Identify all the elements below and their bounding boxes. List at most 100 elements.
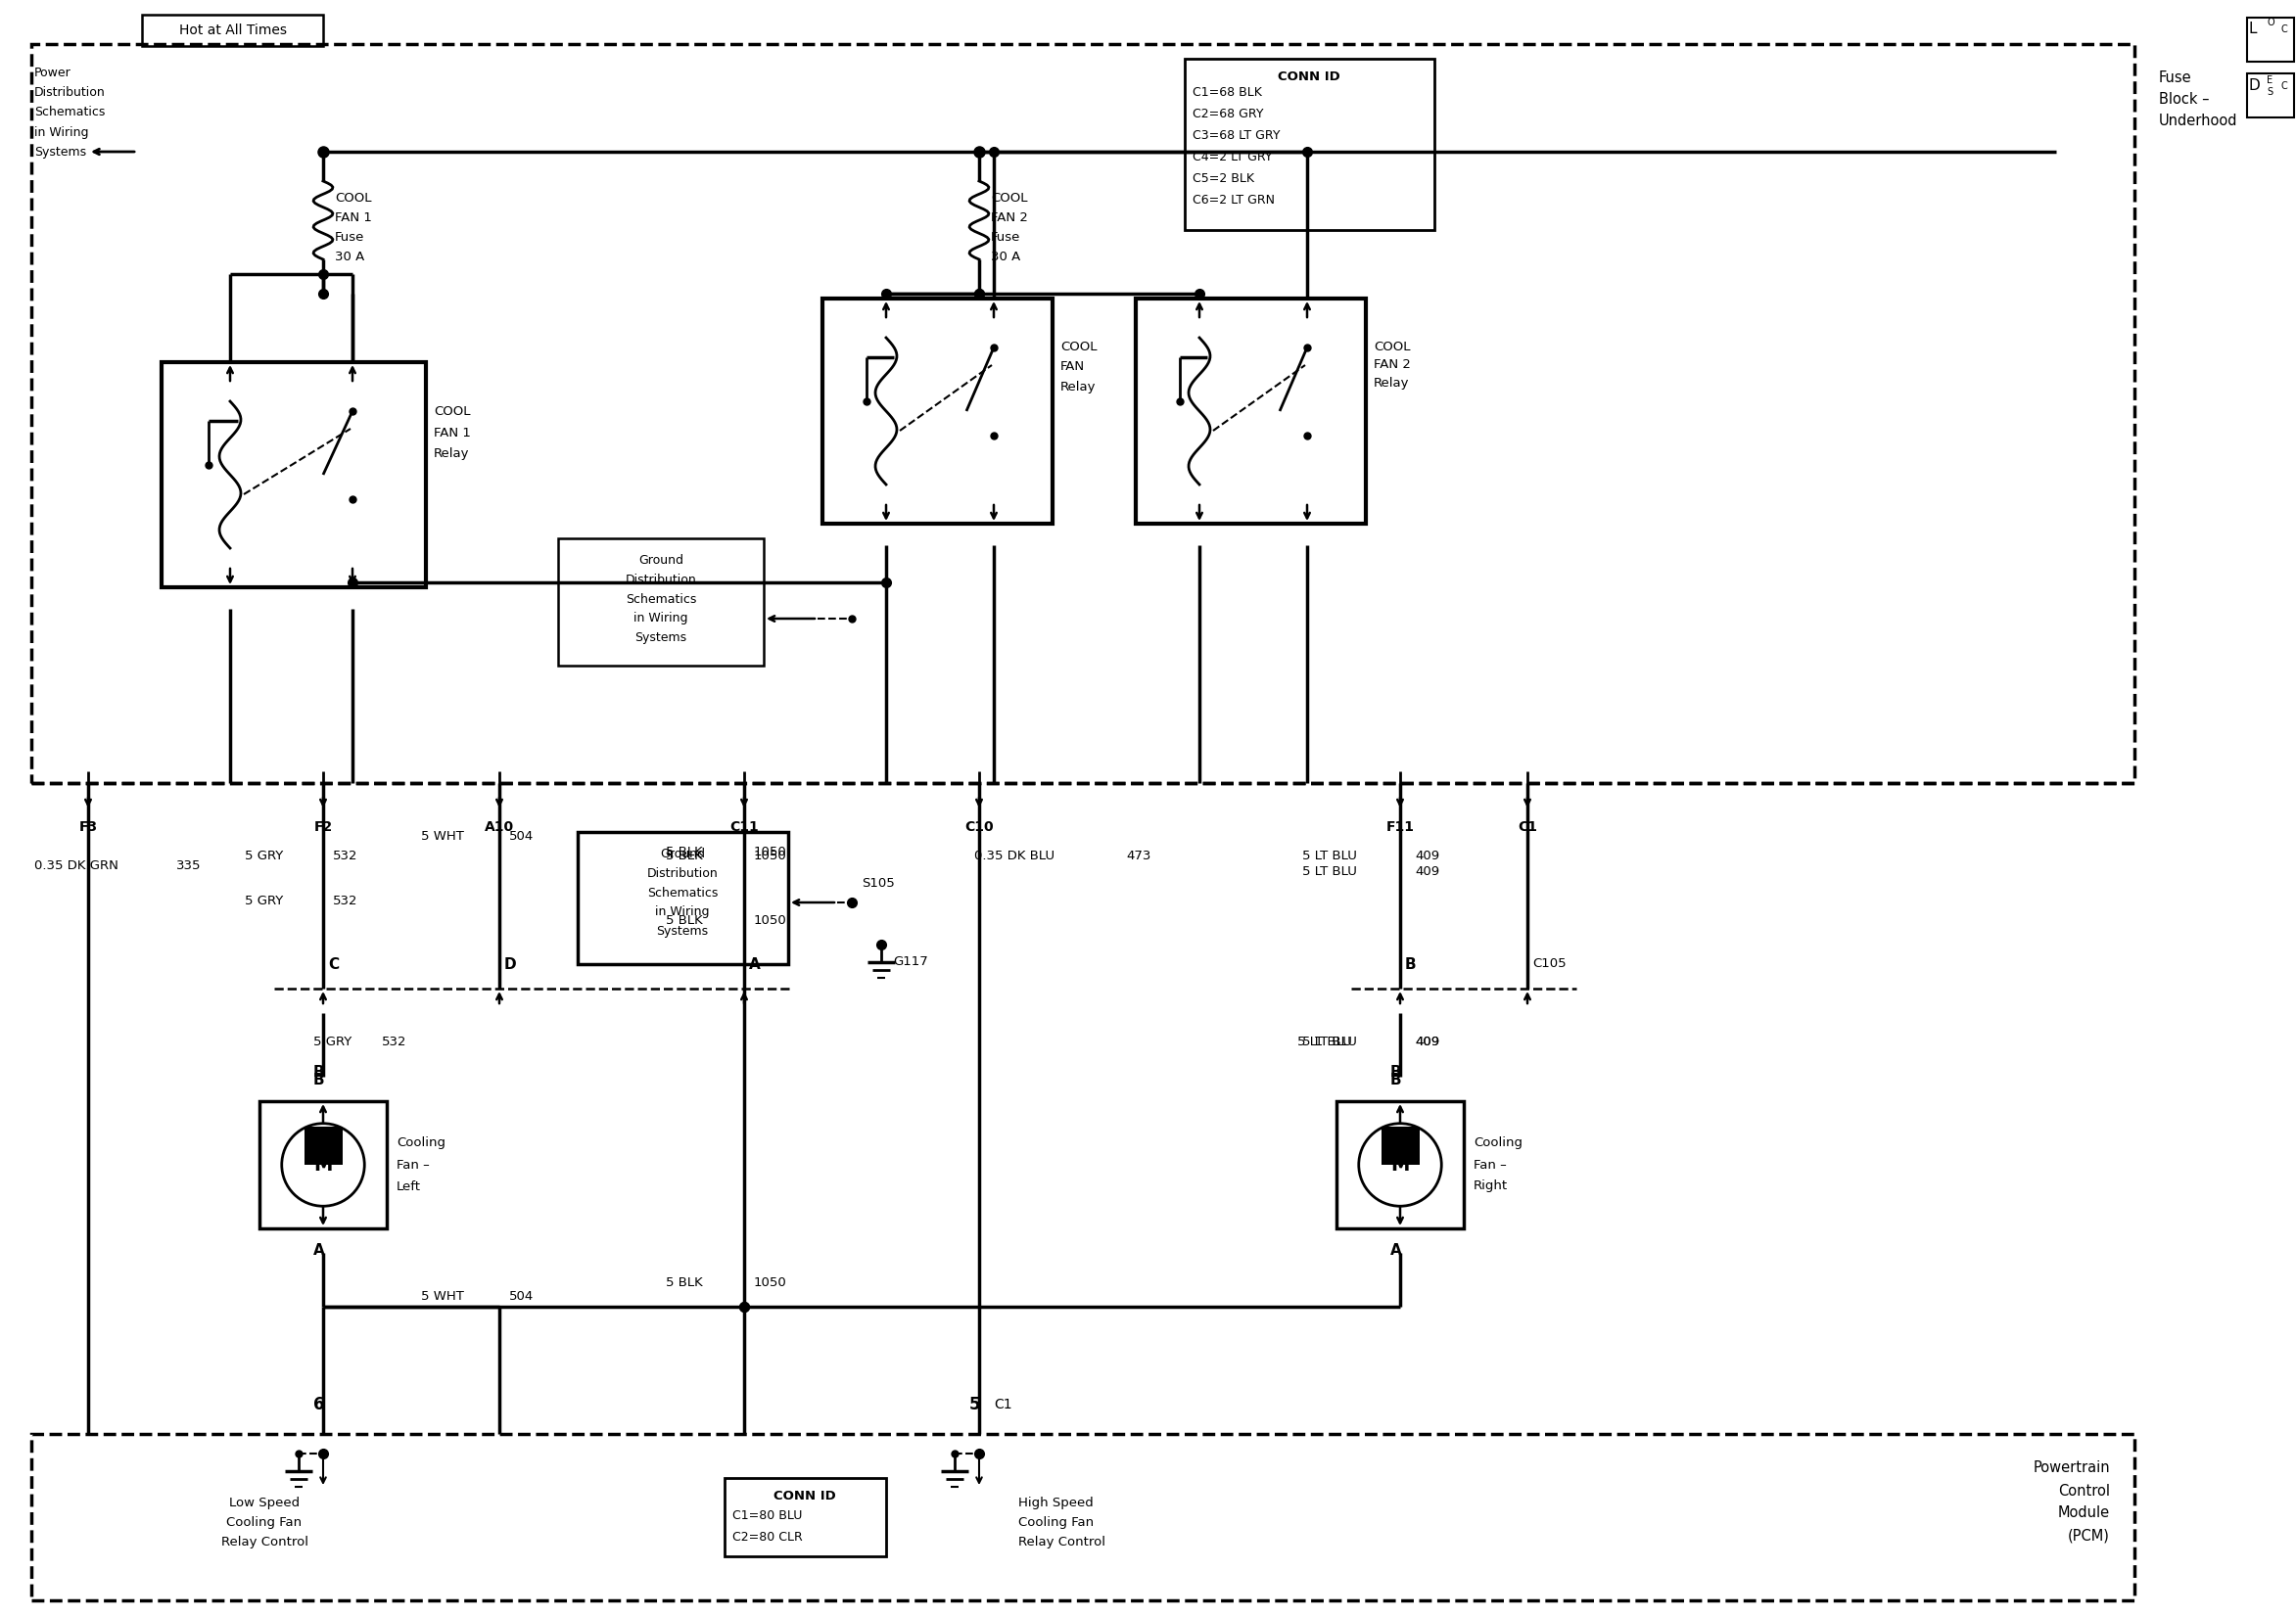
Text: 532: 532 <box>381 1036 406 1049</box>
Text: Fan –: Fan – <box>397 1158 429 1171</box>
Text: 5 GRY: 5 GRY <box>246 851 282 863</box>
Text: 504: 504 <box>510 1290 535 1303</box>
Text: C: C <box>2282 81 2287 91</box>
Text: M: M <box>1391 1156 1410 1174</box>
Text: Schematics: Schematics <box>34 107 106 120</box>
Text: 532: 532 <box>333 851 358 863</box>
Text: Relay: Relay <box>434 448 468 461</box>
Text: C3=68 LT GRY: C3=68 LT GRY <box>1192 129 1281 142</box>
Text: Relay: Relay <box>1061 380 1095 393</box>
Text: 5 LT BLU: 5 LT BLU <box>1302 865 1357 878</box>
Text: 5 BLK: 5 BLK <box>666 914 703 927</box>
Bar <box>303 1127 342 1164</box>
Text: Fuse: Fuse <box>335 231 365 244</box>
Text: C10: C10 <box>964 820 994 834</box>
Text: C: C <box>328 957 340 972</box>
Text: FAN: FAN <box>1061 361 1086 374</box>
Text: Fuse: Fuse <box>992 231 1022 244</box>
Text: Schematics: Schematics <box>625 593 696 605</box>
Text: C: C <box>2282 24 2287 34</box>
Bar <box>2248 18 2294 61</box>
Text: Distribution: Distribution <box>625 572 696 585</box>
Text: 504: 504 <box>510 831 535 842</box>
Text: 532: 532 <box>333 894 358 907</box>
Text: 5 GRY: 5 GRY <box>246 894 282 907</box>
Text: F3: F3 <box>78 820 96 834</box>
Text: B: B <box>312 1072 324 1087</box>
Text: COOL: COOL <box>1373 341 1410 354</box>
Bar <box>579 833 788 964</box>
Text: L: L <box>2250 23 2257 37</box>
Text: CONN ID: CONN ID <box>774 1489 836 1502</box>
Text: 30 A: 30 A <box>992 251 1019 264</box>
Text: S105: S105 <box>861 876 895 889</box>
Text: B: B <box>1405 957 1417 972</box>
Text: C2=68 GRY: C2=68 GRY <box>1192 108 1263 121</box>
Bar <box>32 1434 2135 1601</box>
Text: 5: 5 <box>969 1395 980 1413</box>
Text: FAN 2: FAN 2 <box>992 212 1029 225</box>
Text: FAN 2: FAN 2 <box>1373 359 1410 372</box>
Text: 6: 6 <box>312 1395 324 1413</box>
Text: 1050: 1050 <box>753 1276 788 1289</box>
Text: 5 BLK: 5 BLK <box>666 1276 703 1289</box>
Text: C11: C11 <box>730 820 758 834</box>
Text: Right: Right <box>1474 1180 1508 1193</box>
Text: C2=80 CLR: C2=80 CLR <box>732 1530 804 1543</box>
Text: 5 WHT: 5 WHT <box>420 831 464 842</box>
Text: COOL: COOL <box>335 192 372 205</box>
Text: A: A <box>312 1242 324 1258</box>
Bar <box>558 538 765 666</box>
Text: 5 BLK: 5 BLK <box>666 846 703 859</box>
Bar <box>2248 73 2294 118</box>
Text: 409: 409 <box>1414 851 1440 863</box>
Text: Relay Control: Relay Control <box>220 1535 308 1547</box>
Text: in Wiring: in Wiring <box>654 906 709 918</box>
Text: S: S <box>2266 87 2273 97</box>
Text: 1050: 1050 <box>753 846 788 859</box>
Text: in Wiring: in Wiring <box>34 126 90 139</box>
Text: COOL: COOL <box>992 192 1029 205</box>
Text: 335: 335 <box>177 860 202 873</box>
Text: 5 BLK: 5 BLK <box>666 851 703 863</box>
Bar <box>161 362 427 587</box>
Text: COOL: COOL <box>434 404 471 417</box>
Text: CONN ID: CONN ID <box>1279 70 1341 82</box>
Text: 5 LT BLU: 5 LT BLU <box>1302 1036 1357 1049</box>
Bar <box>1185 58 1435 230</box>
Text: Ground: Ground <box>659 847 705 860</box>
Bar <box>1336 1101 1465 1229</box>
Text: 409: 409 <box>1414 1036 1440 1049</box>
Text: 5 LT BLU: 5 LT BLU <box>1302 851 1357 863</box>
Text: G117: G117 <box>893 956 928 969</box>
Bar <box>822 299 1052 524</box>
Text: Cooling Fan: Cooling Fan <box>1017 1515 1093 1528</box>
Text: F11: F11 <box>1387 820 1414 834</box>
Text: Relay: Relay <box>1373 377 1410 390</box>
Text: Distribution: Distribution <box>647 867 719 880</box>
Text: C1: C1 <box>1518 820 1538 834</box>
Text: 5 LT BLU: 5 LT BLU <box>1297 1036 1352 1049</box>
Text: C6=2 LT GRN: C6=2 LT GRN <box>1192 194 1274 207</box>
Text: D: D <box>505 957 517 972</box>
Text: 473: 473 <box>1125 851 1150 863</box>
Text: M: M <box>315 1156 333 1174</box>
Text: Cooling: Cooling <box>397 1137 445 1150</box>
Text: Low Speed: Low Speed <box>230 1496 301 1509</box>
Text: 409: 409 <box>1414 1036 1440 1049</box>
Text: E: E <box>2266 76 2273 86</box>
Text: F2: F2 <box>315 820 333 834</box>
Text: A10: A10 <box>484 820 514 834</box>
Text: Relay Control: Relay Control <box>1017 1535 1104 1547</box>
Text: A: A <box>1391 1242 1403 1258</box>
Text: Control: Control <box>2057 1483 2110 1497</box>
Text: Powertrain: Powertrain <box>2032 1460 2110 1476</box>
Text: Systems: Systems <box>34 146 87 158</box>
Text: Ground: Ground <box>638 553 684 566</box>
Text: A: A <box>748 957 760 972</box>
Text: C5=2 BLK: C5=2 BLK <box>1192 173 1254 186</box>
Text: Underhood: Underhood <box>2158 115 2239 129</box>
Text: 0.35 DK BLU: 0.35 DK BLU <box>974 851 1054 863</box>
Bar <box>32 44 2135 783</box>
Text: Schematics: Schematics <box>647 886 719 899</box>
